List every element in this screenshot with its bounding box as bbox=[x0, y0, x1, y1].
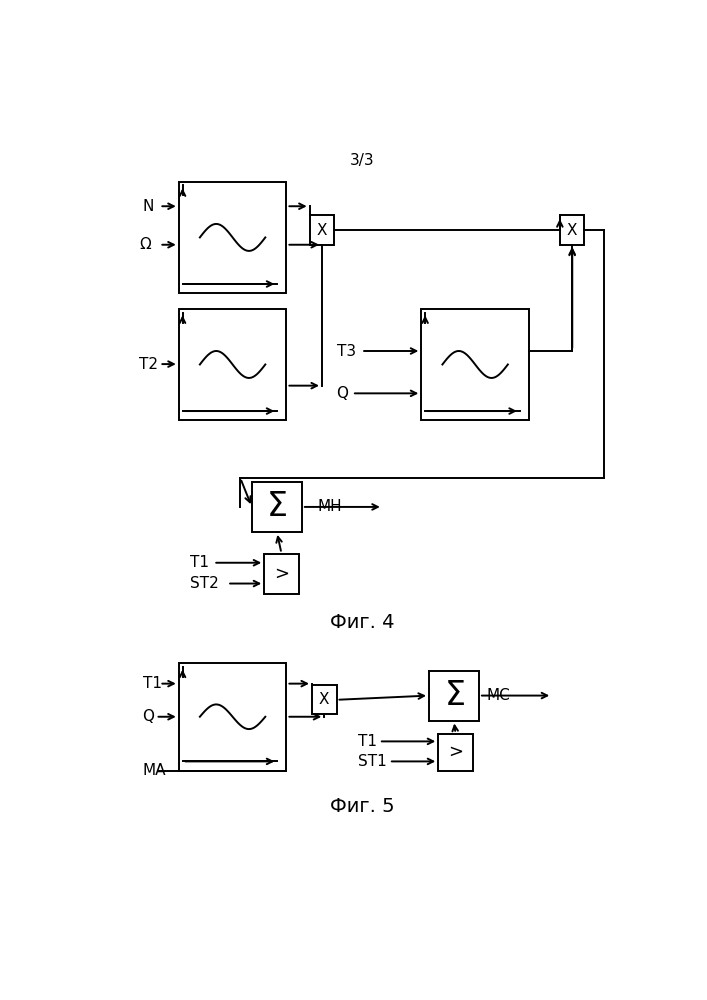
Bar bbox=[421, 309, 529, 420]
Text: Q: Q bbox=[143, 709, 155, 724]
Text: X: X bbox=[319, 692, 329, 707]
Text: >: > bbox=[448, 743, 463, 761]
Bar bbox=[310, 215, 334, 245]
Bar bbox=[179, 663, 286, 771]
Text: X: X bbox=[317, 223, 327, 238]
Bar bbox=[179, 309, 286, 420]
Text: >: > bbox=[274, 565, 289, 583]
Bar bbox=[429, 671, 479, 721]
Text: T3: T3 bbox=[337, 344, 356, 359]
Bar bbox=[264, 554, 299, 594]
Text: MA: MA bbox=[143, 763, 166, 778]
Text: $\Sigma$: $\Sigma$ bbox=[443, 679, 464, 712]
Text: ST2: ST2 bbox=[190, 576, 219, 591]
Bar bbox=[252, 482, 302, 532]
Bar bbox=[179, 182, 286, 293]
Bar bbox=[312, 685, 337, 714]
Text: T1: T1 bbox=[143, 676, 161, 691]
Text: T1: T1 bbox=[358, 734, 377, 749]
Text: $\Sigma$: $\Sigma$ bbox=[267, 490, 287, 523]
Text: Фиг. 4: Фиг. 4 bbox=[329, 613, 395, 632]
Bar bbox=[560, 215, 585, 245]
Text: MH: MH bbox=[317, 499, 342, 514]
Text: Фиг. 5: Фиг. 5 bbox=[329, 797, 395, 816]
Text: Q: Q bbox=[337, 386, 349, 401]
Text: Ω: Ω bbox=[139, 237, 151, 252]
Bar bbox=[438, 734, 473, 771]
Text: N: N bbox=[143, 199, 154, 214]
Text: MC: MC bbox=[486, 688, 510, 703]
Text: T1: T1 bbox=[190, 555, 209, 570]
Text: T2: T2 bbox=[139, 357, 158, 372]
Text: 3/3: 3/3 bbox=[350, 153, 374, 168]
Text: X: X bbox=[567, 223, 578, 238]
Text: ST1: ST1 bbox=[358, 754, 387, 769]
